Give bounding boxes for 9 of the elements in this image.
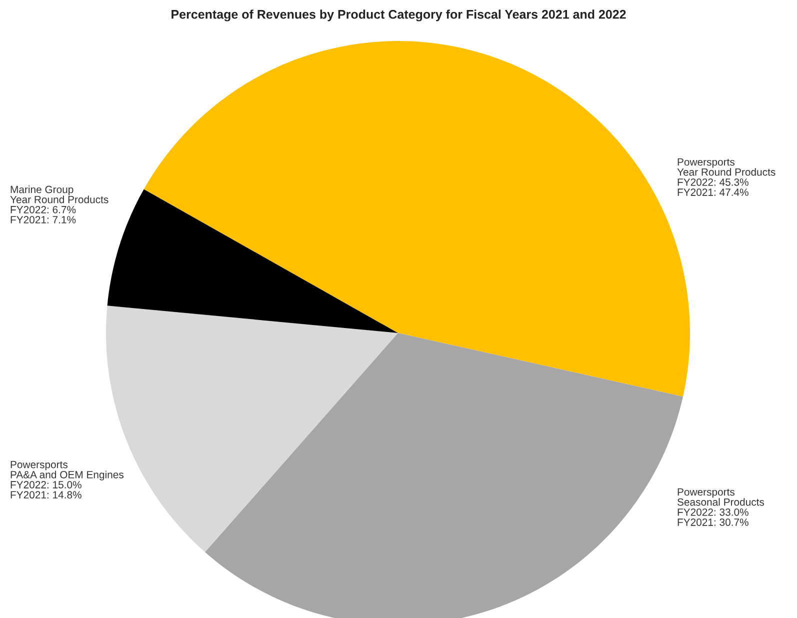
slice-label: Powersports Year Round Products xyxy=(677,158,776,176)
data-label: FY2022: 6.7% FY2021: 7.1% xyxy=(10,206,76,224)
data-label: FY2022: 15.0% FY2021: 14.8% xyxy=(10,481,82,499)
slice-label: Powersports Seasonal Products xyxy=(677,488,764,506)
data-label: FY2022: 45.3% FY2021: 47.4% xyxy=(678,178,748,196)
slice-label: Powersports PA&A and OEM Engines xyxy=(10,460,124,480)
data-label: FY2022: 33.0% FY2021: 30.7% xyxy=(678,508,748,526)
chart-title: Percentage of Revenues by Product Category for Fiscal Years 2021 and 2022 xyxy=(172,10,626,22)
slice-label: Marine Group Year Round Products xyxy=(10,186,108,204)
